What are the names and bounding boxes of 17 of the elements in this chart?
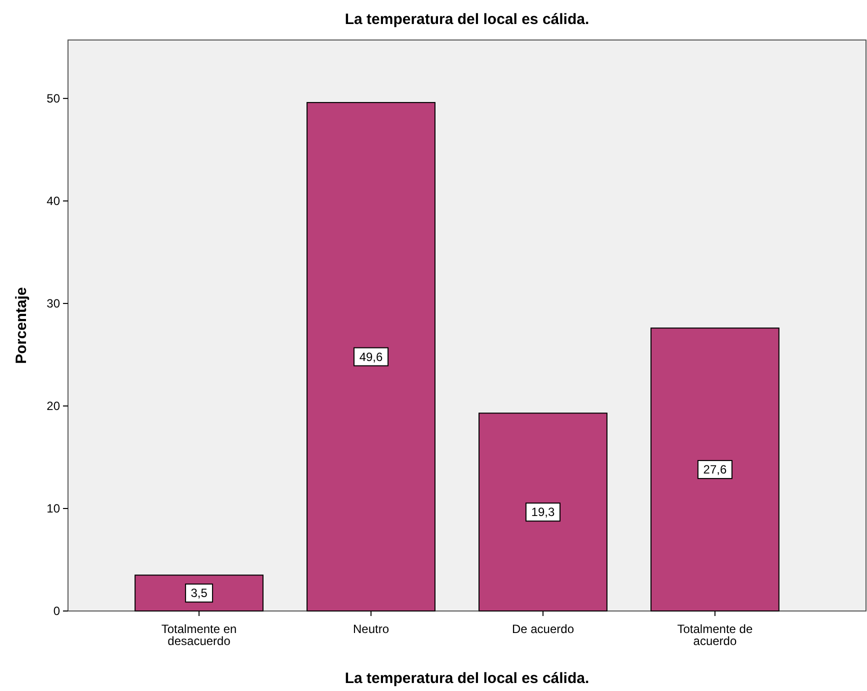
data-label: 3,5: [190, 586, 208, 600]
x-tick-label: De acuerdo: [512, 622, 574, 636]
data-label: 49,6: [359, 350, 384, 364]
y-tick-label: 40: [46, 194, 60, 208]
y-tick-label: 0: [53, 604, 60, 618]
y-tick-label: 30: [46, 296, 60, 310]
data-label: 27,6: [703, 462, 727, 477]
x-axis-title: La temperatura del local es cálida.: [344, 670, 590, 687]
data-label: 19,3: [531, 505, 555, 520]
x-tick-label: Neutro: [353, 622, 390, 636]
y-axis-title: Porcentaje: [13, 287, 30, 364]
x-tick-label: Totalmente de acuerdo: [677, 622, 753, 648]
x-tick-label: Totalmente en desacuerdo: [161, 622, 237, 648]
y-tick-label: 20: [46, 398, 60, 413]
chart-title: La temperatura del local es cálida.: [344, 11, 590, 28]
y-tick-label: 50: [46, 91, 60, 106]
y-tick-label: 10: [46, 501, 60, 516]
